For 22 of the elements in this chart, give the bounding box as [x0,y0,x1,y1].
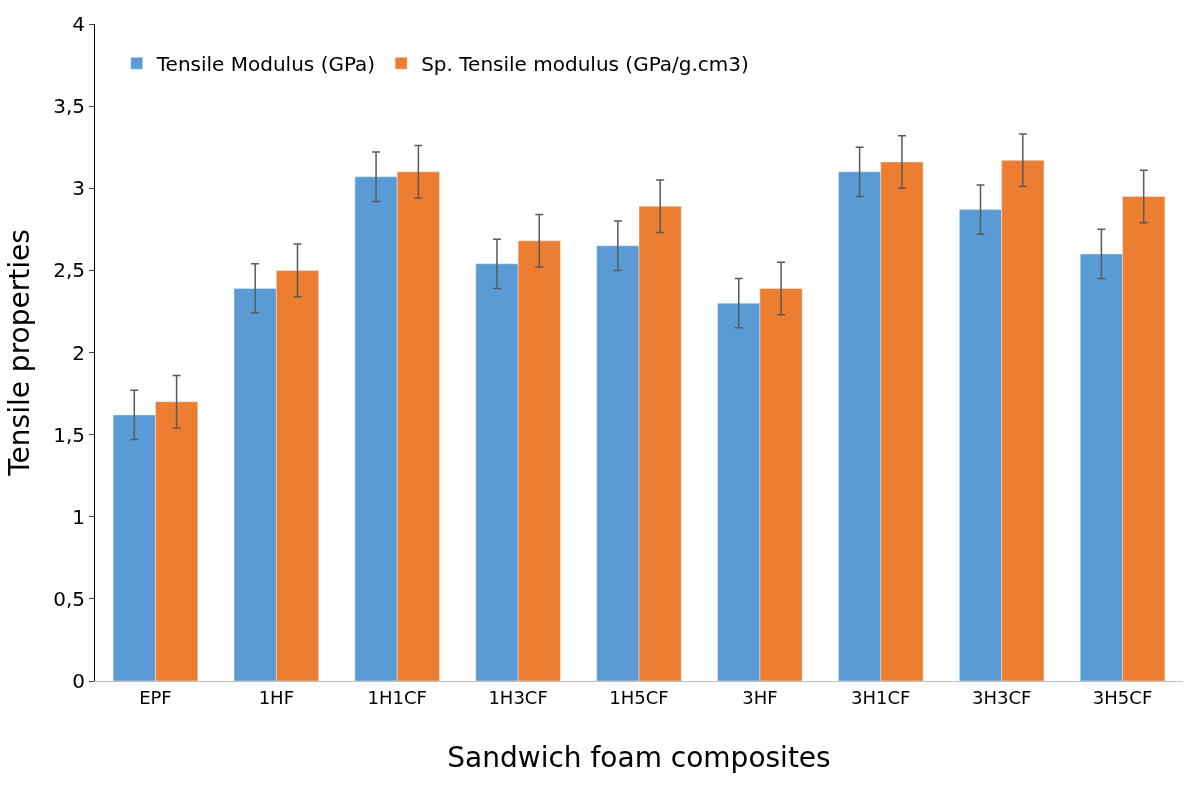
y-axis-title: Tensile properties [2,229,36,477]
x-tick-label: 1H5CF [609,686,669,708]
x-tick-label: 3H3CF [971,686,1032,708]
y-tick-label: 3 [72,176,85,201]
y-tick-label: 2,5 [53,258,85,283]
x-tick-label: 3H1CF [851,686,911,708]
y-tick-label: 1 [72,504,85,529]
x-tick-label: 3H5CF [1092,686,1153,708]
x-tick-label: 1H1CF [367,686,427,708]
x-tick-label: EPF [139,686,172,708]
x-tick-label: 3HF [742,686,778,708]
x-tick-label: 1H3CF [488,686,548,708]
legend-label: Sp. Tensile modulus (GPa/g.cm3) [421,52,749,77]
y-tick-label: 0 [72,669,85,693]
legend-label: Tensile Modulus (GPa) [155,52,376,77]
y-tick-label: 4 [72,12,85,36]
x-axis-title: Sandwich foam composites [447,740,831,774]
y-tick-label: 3,5 [53,94,85,119]
x-tick-label: 1HF [258,686,294,708]
y-tick-label: 1,5 [53,422,85,447]
y-tick-label: 2 [72,340,85,365]
y-tick-label: 0,5 [53,586,85,611]
